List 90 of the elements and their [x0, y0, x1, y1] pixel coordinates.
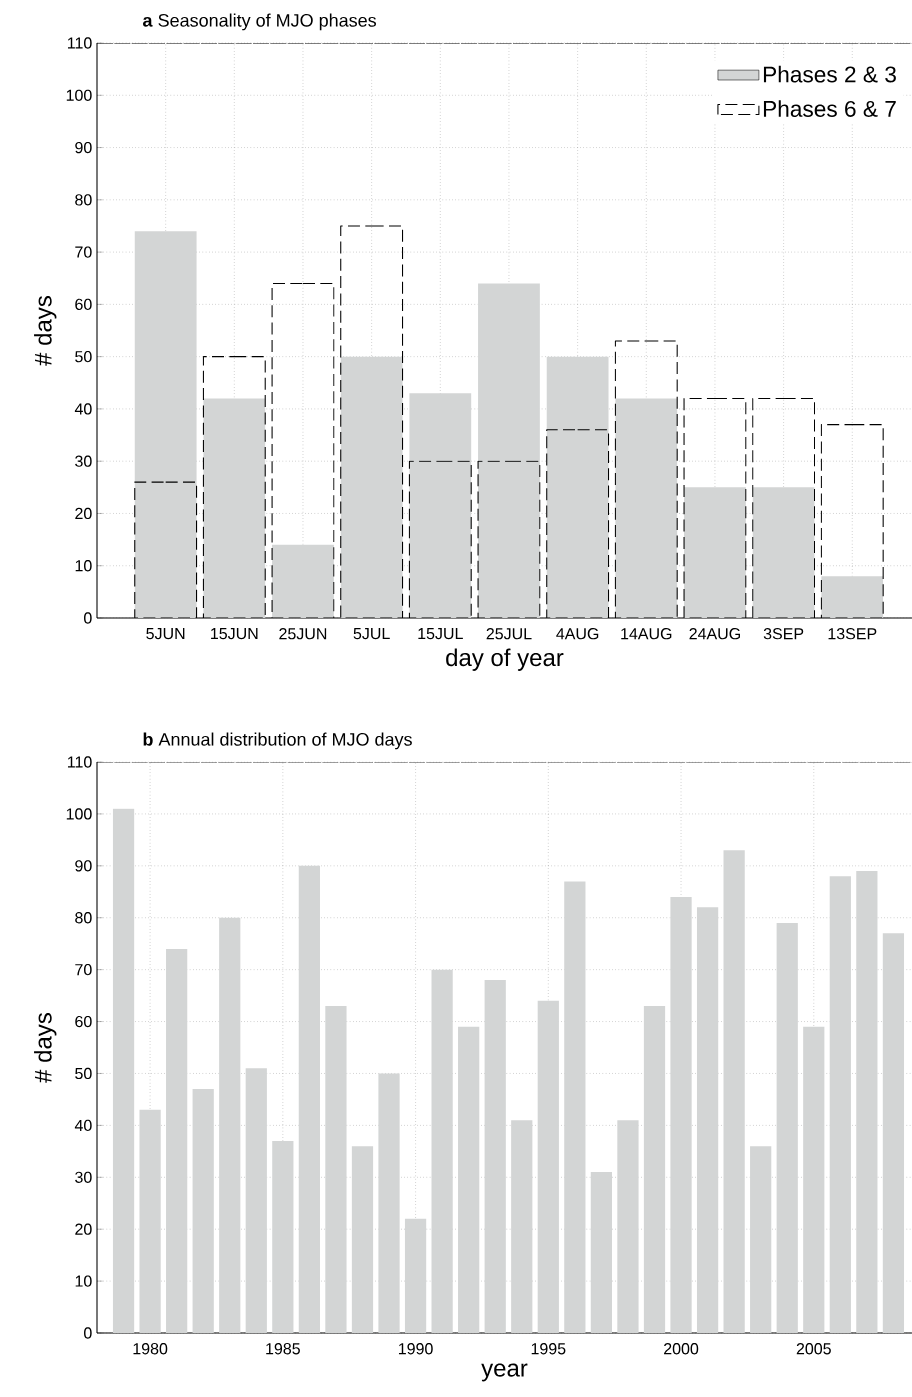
bar [856, 871, 878, 1334]
y-tick-label: 60 [75, 298, 92, 311]
chart-title: b Annual distribution of MJO days [143, 732, 412, 750]
bar [803, 1026, 825, 1334]
y-axis-title: # days [34, 1013, 57, 1083]
x-tick-label: 1985 [266, 1343, 300, 1355]
y-tick-label: 20 [75, 507, 92, 520]
y-tick-label: 100 [66, 89, 92, 101]
x-tick-label: 24AUG [689, 628, 740, 640]
x-tick-label: 5JUN [146, 628, 185, 640]
bar [617, 1120, 639, 1334]
bar [139, 1109, 161, 1334]
x-tick-label: 14AUG [621, 628, 672, 640]
bar [351, 1146, 374, 1334]
y-tick-label: 100 [66, 808, 92, 820]
bar [615, 398, 678, 619]
x-tick-label: 4AUG [556, 628, 599, 640]
y-tick-label: 10 [75, 1275, 92, 1287]
bar [684, 487, 746, 619]
bar [112, 808, 135, 1334]
bar [546, 356, 609, 619]
bar [750, 1146, 772, 1334]
legend-label: Phases 2 & 3 [763, 65, 896, 83]
y-tick-label: 70 [75, 963, 92, 976]
bar [409, 393, 472, 619]
bar [431, 969, 453, 1334]
bar [166, 948, 188, 1334]
bar [696, 907, 719, 1334]
x-tick-label: 1980 [133, 1343, 168, 1355]
x-axis-title: day of year [446, 648, 564, 671]
x-tick-label: 1990 [398, 1343, 433, 1355]
y-tick-label: 110 [67, 37, 92, 49]
y-tick-label: 90 [75, 141, 92, 154]
y-tick-label: 40 [74, 403, 92, 415]
y-tick-label: 50 [75, 350, 92, 363]
y-tick-label: 0 [84, 1327, 92, 1339]
bar [723, 850, 745, 1334]
bar [272, 544, 334, 619]
y-tick-label: 50 [75, 1067, 92, 1080]
bar [670, 896, 692, 1334]
x-tick-label: 3SEP [763, 628, 804, 640]
y-tick-label: 40 [74, 1119, 92, 1132]
bar [590, 1172, 613, 1334]
y-tick-label: 90 [75, 860, 92, 872]
x-tick-label: 25JUL [486, 628, 532, 640]
x-tick-label: 15JUN [211, 628, 258, 640]
y-tick-label: 70 [75, 246, 92, 258]
bar [325, 1005, 347, 1334]
x-tick-label: 15JUL [418, 628, 463, 640]
bar [272, 1140, 294, 1334]
y-tick-label: 80 [75, 912, 92, 924]
bar [219, 917, 241, 1334]
y-tick-label: 10 [75, 560, 92, 572]
y-tick-label: 30 [75, 1171, 92, 1183]
x-tick-label: 13SEP [828, 628, 877, 640]
x-tick-label: 1995 [531, 1343, 566, 1355]
y-tick-label: 30 [75, 455, 92, 467]
legend-label: Phases 6 & 7 [763, 100, 896, 117]
y-tick-label: 60 [75, 1015, 92, 1028]
bar [829, 876, 851, 1334]
y-tick-label: 80 [75, 194, 92, 206]
bar [245, 1068, 267, 1334]
bar [537, 1000, 559, 1334]
bar [776, 922, 798, 1334]
x-tick-label: 5JUL [353, 628, 390, 640]
x-axis-title: year [481, 1363, 528, 1382]
bar [134, 231, 197, 619]
bar [752, 487, 815, 619]
bar [643, 1005, 666, 1334]
y-tick-label: 20 [75, 1223, 92, 1235]
x-tick-label: 2005 [796, 1343, 831, 1355]
bar [298, 865, 320, 1334]
bar [564, 881, 586, 1334]
bar [511, 1120, 533, 1334]
bar [378, 1073, 400, 1334]
bar [458, 1026, 480, 1334]
y-tick-label: 0 [84, 612, 92, 624]
x-tick-label: 25JUN [279, 628, 327, 640]
bar [821, 576, 884, 619]
y-tick-label: 110 [67, 756, 92, 768]
bar [478, 283, 540, 619]
bar [340, 356, 403, 619]
bar [203, 398, 266, 619]
bar [882, 933, 905, 1334]
bar [192, 1089, 214, 1334]
x-tick-label: 2000 [664, 1343, 699, 1355]
bar [404, 1218, 427, 1334]
chart-title: a Seasonality of MJO phases [142, 13, 377, 31]
y-axis-title: # days [34, 296, 57, 366]
bar [484, 980, 506, 1334]
